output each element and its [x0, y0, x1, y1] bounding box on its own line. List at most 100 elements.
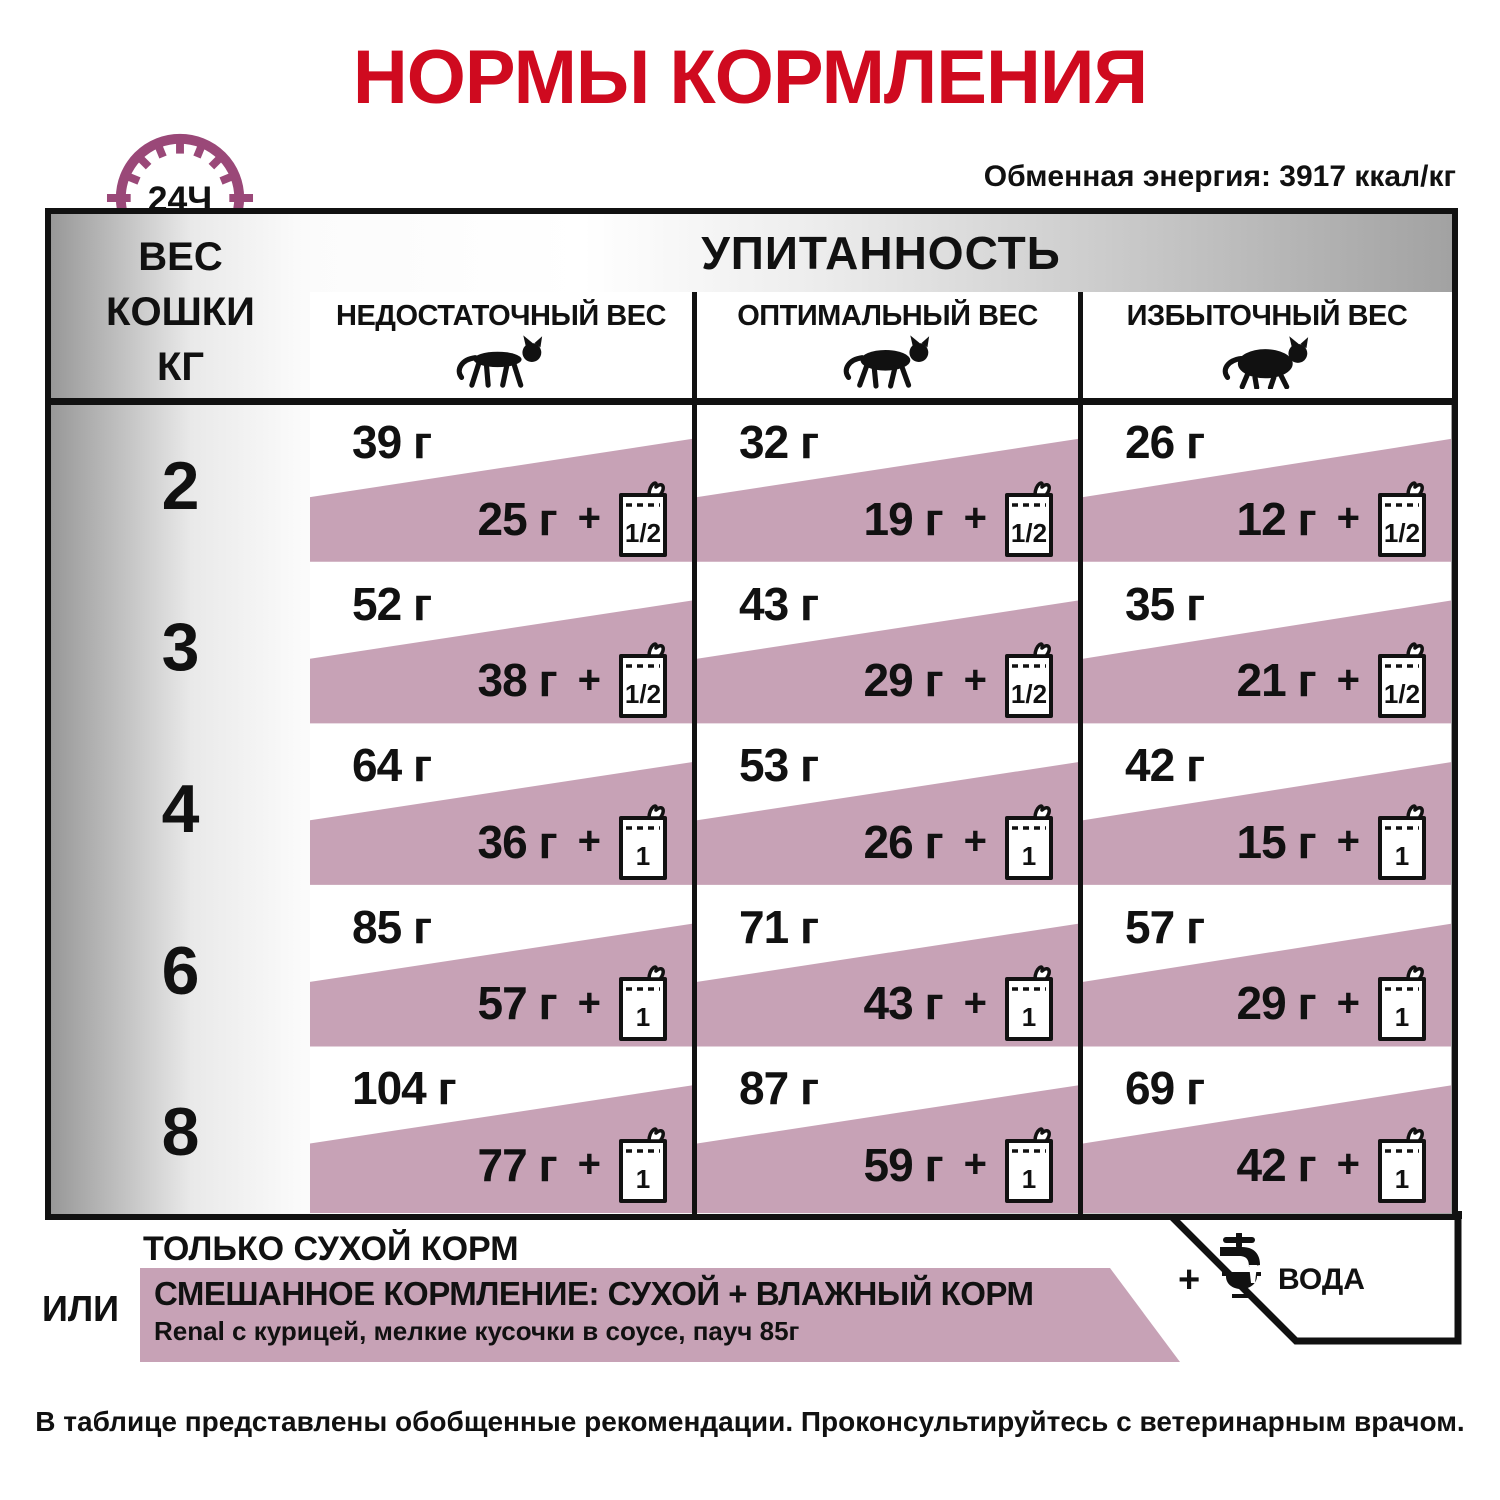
weight-header-line: КГ — [156, 345, 205, 390]
weight-value-8: 8 — [161, 1094, 200, 1171]
cat-optimal-icon-wrap — [697, 335, 1078, 394]
condition-column-3: ИЗБЫТОЧНЫЙ ВЕС — [1083, 292, 1451, 398]
mixed-dry-amount: 59 г — [863, 1138, 944, 1191]
legend-mixed-title: СМЕШАННОЕ КОРМЛЕНИЕ: СУХОЙ + ВЛАЖНЫЙ КОР… — [154, 1275, 1034, 1312]
pouch-icon: 1 — [1378, 1127, 1426, 1203]
mixed-dry-amount: 15 г — [1236, 815, 1317, 868]
pouch-count-label: 1 — [1395, 1164, 1409, 1194]
feeding-cell: 57 г 29 г +1 — [1083, 889, 1451, 1052]
dry-amount: 57 г — [1125, 900, 1205, 953]
dry-amount: 69 г — [1125, 1062, 1205, 1115]
column-divider — [1078, 292, 1083, 1214]
plus-sign: + — [963, 1142, 987, 1187]
plus-sign: + — [577, 980, 601, 1025]
page-title: НОРМЫ КОРМЛЕНИЯ — [352, 35, 1148, 120]
legend-mixed-band: СМЕШАННОЕ КОРМЛЕНИЕ: СУХОЙ + ВЛАЖНЫЙ КОР… — [140, 1268, 1180, 1362]
dry-amount: 64 г — [352, 739, 432, 792]
footer-note: В таблице представлены обобщенные рекоме… — [35, 1406, 1465, 1437]
pouch-count-label: 1 — [1022, 1164, 1036, 1194]
plus-sign: + — [577, 657, 601, 702]
pouch-count-label: 1/2 — [625, 518, 661, 548]
condition-column-label: НЕДОСТАТОЧНЫЙ ВЕС — [336, 300, 667, 332]
mixed-dry-amount: 25 г — [477, 492, 558, 545]
feeding-cell: 69 г 42 г +1 — [1083, 1051, 1451, 1213]
mixed-dry-amount: 29 г — [863, 654, 944, 707]
water-box: + ВОДА — [1082, 1211, 1462, 1345]
feeding-cell: 52 г 38 г +1/2 — [310, 566, 692, 729]
feeding-cell: 42 г 15 г +1 — [1083, 728, 1451, 890]
water-box-frame — [1161, 1211, 1462, 1345]
pouch-icon: 1/2 — [1378, 480, 1426, 557]
mixed-dry-amount: 43 г — [863, 977, 944, 1030]
pouch-icon: 1 — [1378, 965, 1426, 1042]
dry-amount: 43 г — [739, 577, 819, 630]
pouch-count-label: 1 — [636, 1002, 650, 1032]
mixed-amount-group: 21 г +1/2 — [1237, 637, 1429, 723]
plus-sign: + — [1336, 496, 1360, 541]
pouch-count-label: 1 — [1395, 1002, 1409, 1032]
pouch-icon: 1 — [619, 965, 667, 1042]
cat-overweight-icon-wrap — [1083, 335, 1451, 394]
pouch-icon: 1 — [619, 1127, 667, 1203]
cat-underweight-icon-wrap — [310, 335, 692, 394]
header-separator-line — [51, 398, 1452, 405]
condition-column-2: ОПТИМАЛЬНЫЙ ВЕС — [697, 292, 1078, 398]
mixed-amount-group: 19 г +1/2 — [864, 476, 1056, 562]
mixed-amount-group: 26 г +1 — [864, 799, 1056, 885]
water-plus: + — [1178, 1259, 1201, 1301]
pouch-icon: 1 — [1005, 965, 1053, 1042]
pouch-count-label: 1/2 — [625, 679, 661, 709]
plus-sign: + — [1336, 819, 1360, 864]
mixed-dry-amount: 77 г — [477, 1138, 558, 1191]
plus-sign: + — [577, 819, 601, 864]
pouch-icon: 1 — [1005, 1127, 1053, 1203]
pouch-icon: 1 — [1005, 804, 1053, 880]
table-rows: 2 39 г 25 г +1/2 32 г 19 г +1/2 26 г 12 г +1/2 3 52… — [51, 405, 1452, 1214]
mixed-dry-amount: 12 г — [1236, 492, 1317, 545]
mixed-dry-amount: 29 г — [1236, 977, 1317, 1030]
weight-value-3: 3 — [161, 609, 200, 686]
weight-header: ВЕС КОШКИ КГ — [51, 230, 310, 396]
mixed-amount-group: 57 г +1 — [478, 960, 670, 1046]
plus-sign: + — [963, 819, 987, 864]
water-label: ВОДА — [1278, 1263, 1365, 1296]
cat-optimal-icon — [843, 335, 929, 389]
dry-amount: 26 г — [1125, 416, 1205, 468]
feeding-cell: 32 г 19 г +1/2 — [697, 405, 1078, 567]
mixed-dry-amount: 38 г — [477, 654, 558, 707]
feeding-cell: 39 г 25 г +1/2 — [310, 405, 692, 567]
mixed-amount-group: 59 г +1 — [864, 1122, 1056, 1208]
weight-value-4: 4 — [161, 770, 200, 847]
mixed-amount-group: 77 г +1 — [478, 1122, 670, 1208]
mixed-dry-amount: 21 г — [1236, 654, 1317, 707]
pouch-icon: 1 — [619, 804, 667, 880]
water-tap-icon — [1220, 1233, 1261, 1298]
mixed-amount-group: 29 г +1 — [1237, 960, 1429, 1046]
pouch-icon: 1/2 — [1378, 642, 1426, 719]
plus-sign: + — [1336, 657, 1360, 702]
dry-amount: 85 г — [352, 900, 432, 953]
legend-dry-only: ТОЛЬКО СУХОЙ КОРМ — [143, 1230, 519, 1268]
dry-amount: 71 г — [739, 900, 819, 953]
legend-mixed-subtitle: Renal с курицей, мелкие кусочки в соусе,… — [154, 1316, 800, 1346]
plus-sign: + — [1336, 1142, 1360, 1187]
condition-column-label: ИЗБЫТОЧНЫЙ ВЕС — [1126, 300, 1408, 332]
dry-amount: 42 г — [1125, 739, 1205, 792]
pouch-count-label: 1/2 — [1011, 679, 1047, 709]
pouch-icon: 1/2 — [619, 480, 667, 557]
pouch-count-label: 1/2 — [1011, 518, 1047, 548]
pouch-count-label: 1 — [636, 1164, 650, 1194]
weight-value-2: 2 — [161, 447, 200, 524]
plus-sign: + — [577, 496, 601, 541]
condition-header: УПИТАННОСТЬ — [701, 227, 1061, 279]
mixed-dry-amount: 42 г — [1236, 1138, 1317, 1191]
dry-amount: 32 г — [739, 416, 819, 468]
feeding-table: УПИТАННОСТЬ ВЕС КОШКИ КГ НЕДОСТАТОЧНЫЙ ВЕС… — [45, 208, 1458, 1220]
mixed-dry-amount: 36 г — [477, 815, 558, 868]
mixed-amount-group: 38 г +1/2 — [478, 637, 670, 723]
feeding-cell: 53 г 26 г +1 — [697, 728, 1078, 890]
feeding-cell: 26 г 12 г +1/2 — [1083, 405, 1451, 567]
plus-sign: + — [963, 657, 987, 702]
feeding-cell: 104 г 77 г +1 — [310, 1051, 692, 1213]
